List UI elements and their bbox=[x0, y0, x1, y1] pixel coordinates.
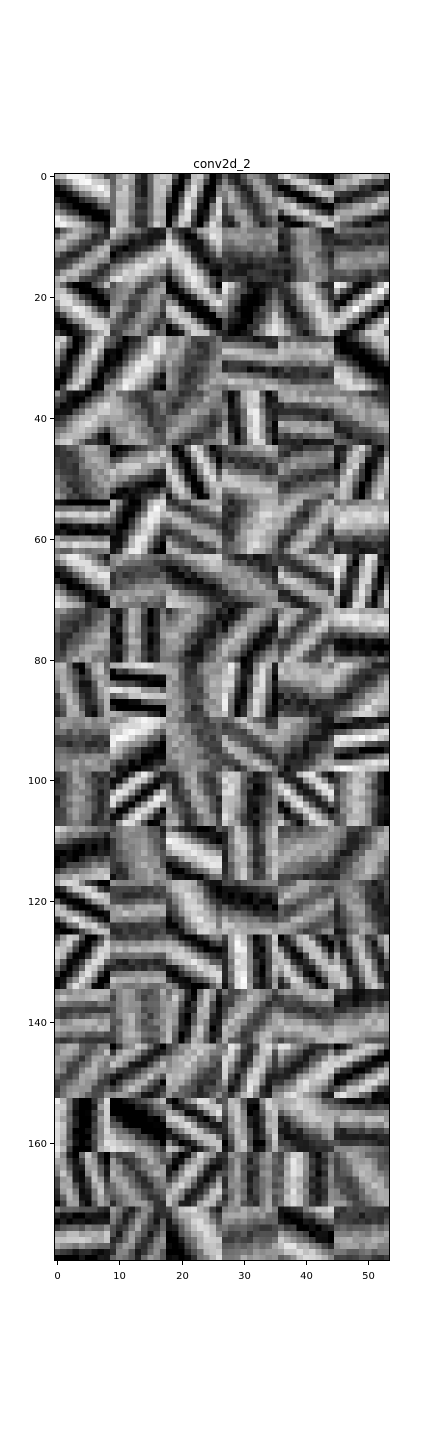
x-tick-label: 30 bbox=[238, 1271, 251, 1282]
y-tick-label: 80 bbox=[34, 656, 47, 667]
y-tick-label: 160 bbox=[28, 1139, 47, 1150]
x-tick-label: 0 bbox=[54, 1271, 60, 1282]
y-axis: 0 20 40 60 80 100 120 140 160 bbox=[28, 172, 54, 1150]
y-tick-label: 60 bbox=[34, 535, 47, 546]
x-axis: 0 10 20 30 40 50 bbox=[54, 1261, 375, 1282]
x-tick-label: 50 bbox=[362, 1271, 375, 1282]
y-tick-label: 20 bbox=[34, 293, 47, 304]
y-tick-label: 120 bbox=[28, 897, 47, 908]
x-tick-label: 10 bbox=[113, 1271, 126, 1282]
heatmap-image bbox=[54, 173, 390, 1261]
y-tick-label: 40 bbox=[34, 414, 47, 425]
x-tick-label: 40 bbox=[300, 1271, 313, 1282]
y-tick-label: 0 bbox=[41, 172, 47, 183]
plot-frame bbox=[54, 173, 390, 1261]
y-tick-label: 100 bbox=[28, 776, 47, 787]
y-tick-label: 140 bbox=[28, 1018, 47, 1029]
chart-title: conv2d_2 bbox=[193, 157, 251, 171]
x-tick-label: 20 bbox=[176, 1271, 189, 1282]
